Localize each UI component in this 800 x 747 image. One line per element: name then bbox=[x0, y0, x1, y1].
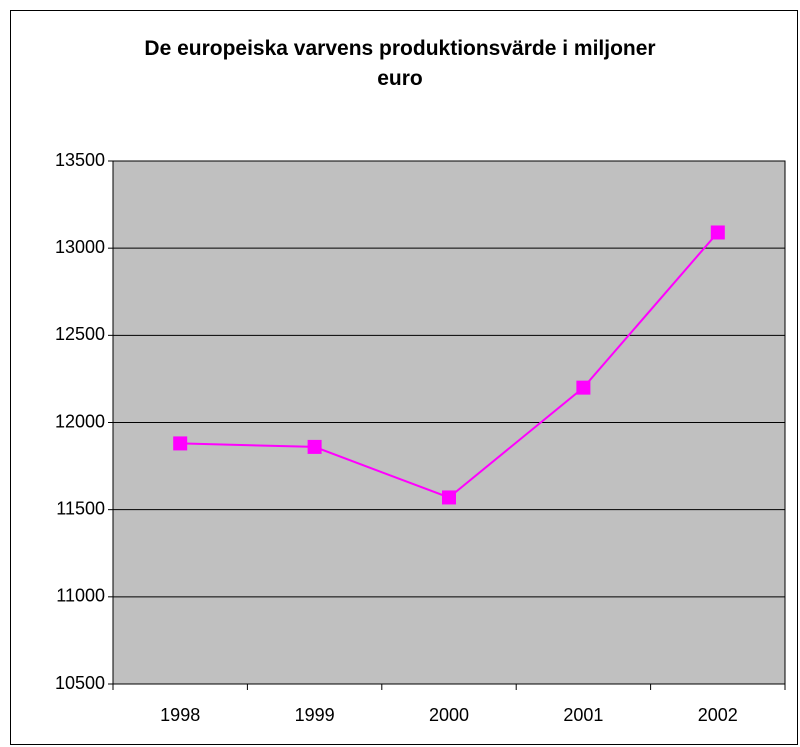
x-tick-label: 2001 bbox=[563, 705, 603, 725]
marker bbox=[442, 490, 456, 505]
x-tick-label: 1998 bbox=[160, 705, 200, 725]
x-tick-label: 2002 bbox=[698, 705, 738, 725]
y-tick-label: 13500 bbox=[55, 150, 105, 170]
y-tick-label: 11500 bbox=[56, 498, 105, 518]
y-tick-label: 10500 bbox=[55, 673, 105, 693]
chart-title: De europeiska varvens produktionsvärde i… bbox=[144, 37, 656, 90]
marker bbox=[173, 436, 188, 451]
plot-border bbox=[112, 160, 786, 685]
y-tick-label: 12000 bbox=[55, 411, 105, 431]
x-tick-label: 2000 bbox=[429, 705, 469, 725]
marker bbox=[307, 439, 322, 454]
y-tick-label: 13000 bbox=[55, 237, 105, 257]
y-tick-label: 12500 bbox=[55, 324, 105, 344]
marker bbox=[576, 380, 591, 395]
y-tick-label: 11000 bbox=[56, 586, 105, 606]
x-tick-label: 1999 bbox=[295, 705, 335, 725]
marker bbox=[710, 225, 725, 240]
